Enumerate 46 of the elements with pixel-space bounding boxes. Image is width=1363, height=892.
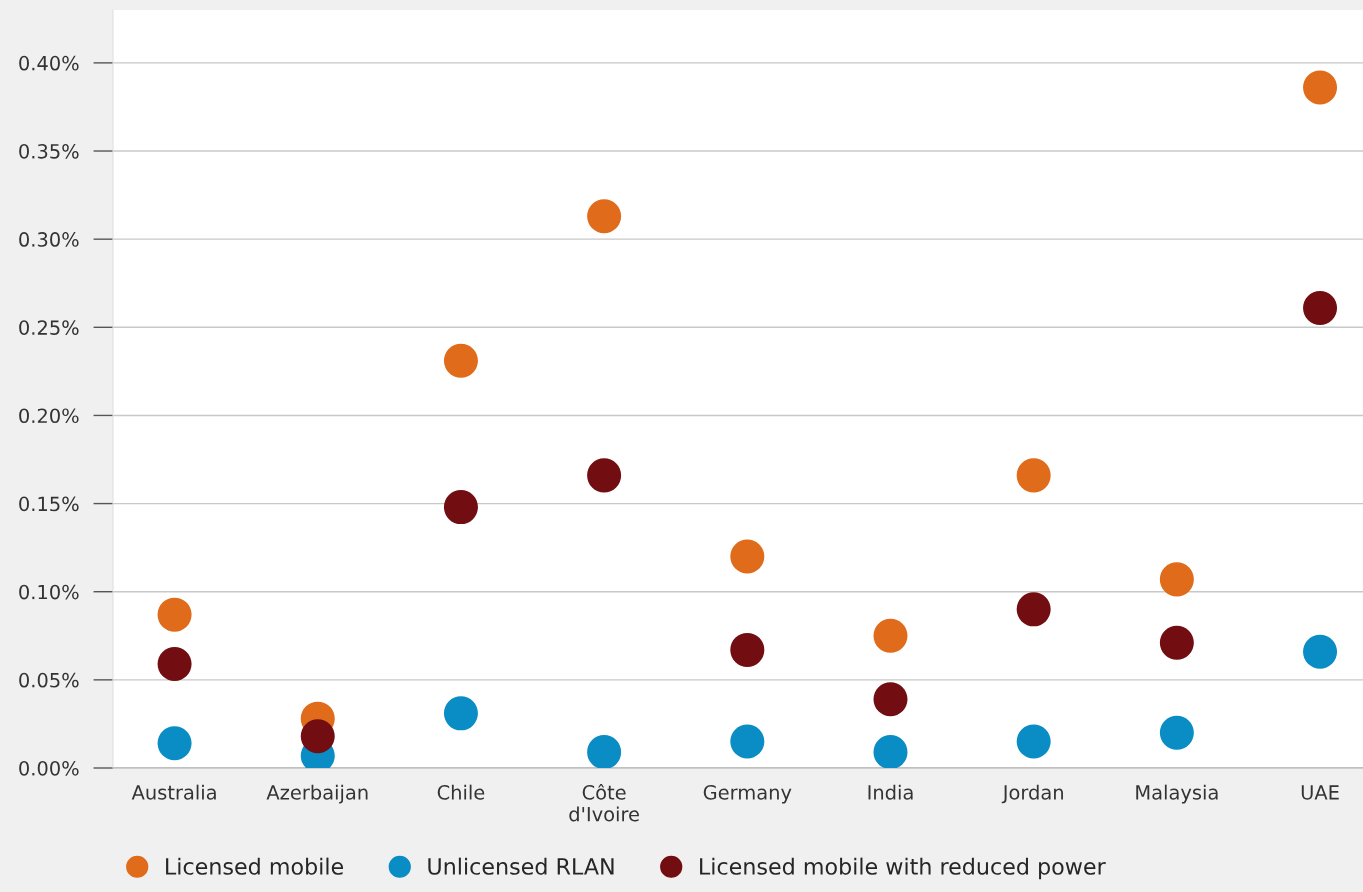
y-tick-label: 0.35% xyxy=(19,143,79,159)
point xyxy=(300,719,335,754)
x-tick-label: Germany xyxy=(703,785,792,804)
point xyxy=(157,726,192,761)
y-tick-label: 0.30% xyxy=(19,232,79,247)
point xyxy=(1016,458,1051,493)
legend-label: Licensed mobile xyxy=(166,857,344,875)
x-tick-label: Jordan xyxy=(1001,784,1063,804)
x-tick-label: Australia xyxy=(131,784,216,800)
point xyxy=(443,343,478,378)
y-tick-label: 0.05% xyxy=(19,672,79,688)
y-tick-label: 0.25% xyxy=(19,320,79,335)
x-tick-label: Malaysia xyxy=(1136,784,1218,804)
point xyxy=(730,724,765,759)
point xyxy=(1303,290,1338,325)
point xyxy=(1159,625,1194,660)
point xyxy=(730,632,765,667)
point xyxy=(873,618,908,653)
point xyxy=(443,490,478,525)
point xyxy=(873,735,908,768)
point xyxy=(1159,562,1194,597)
point xyxy=(873,682,908,717)
point xyxy=(443,696,478,731)
y-tick-label: 0.20% xyxy=(19,408,79,424)
point xyxy=(157,597,192,632)
x-tick-label: Côte d'Ivoire xyxy=(569,783,639,822)
x-tick-label: Chile xyxy=(437,784,485,800)
point xyxy=(1016,592,1051,627)
legend-label: Unlicensed RLAN xyxy=(428,857,614,875)
point xyxy=(1303,70,1338,105)
point xyxy=(587,199,622,234)
point xyxy=(1303,634,1338,669)
y-tick-label: 0.00% xyxy=(19,760,79,776)
point xyxy=(157,646,192,682)
point xyxy=(587,458,622,493)
legend-label: Licensed mobile with reduced power xyxy=(700,857,1106,880)
x-tick-label: UAE xyxy=(1301,785,1339,800)
point xyxy=(1159,715,1194,750)
x-tick-label: India xyxy=(868,784,913,800)
point xyxy=(1016,724,1051,759)
x-tick-label: Azerbaijan xyxy=(266,784,368,804)
y-tick-label: 0.15% xyxy=(19,496,79,512)
point xyxy=(730,539,765,574)
y-tick-label: 0.40% xyxy=(19,55,79,71)
y-tick-label: 0.10% xyxy=(19,584,79,600)
point xyxy=(587,735,622,768)
